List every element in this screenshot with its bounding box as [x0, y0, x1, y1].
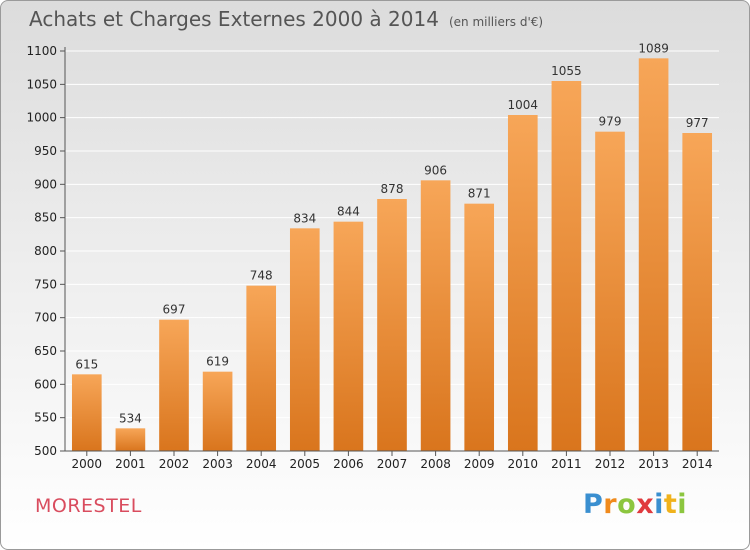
- x-tick-label-2008: 2008: [420, 457, 451, 471]
- logo-letter: P: [583, 489, 604, 520]
- y-tick-label: 650: [34, 344, 57, 358]
- value-label-2013: 1089: [638, 41, 669, 55]
- value-label-2003: 619: [206, 355, 229, 369]
- bar-2012: [595, 131, 625, 451]
- bar-2002: [159, 319, 189, 451]
- bar-2006: [333, 221, 364, 451]
- value-label-2006: 844: [337, 205, 360, 219]
- value-label-2008: 906: [424, 163, 447, 177]
- y-tick-label: 900: [34, 177, 57, 191]
- value-label-2005: 834: [293, 211, 316, 225]
- y-tick-label: 550: [34, 411, 57, 425]
- y-tick-label: 950: [34, 144, 57, 158]
- x-tick-label-2003: 2003: [202, 457, 233, 471]
- value-label-2000: 615: [75, 357, 98, 371]
- logo-letter: i: [654, 489, 664, 520]
- axes: [60, 47, 719, 456]
- x-tick-label-2001: 2001: [115, 457, 146, 471]
- y-tick-label: 1100: [26, 44, 57, 58]
- x-tick-label-2011: 2011: [551, 457, 582, 471]
- bar-2011: [551, 81, 582, 451]
- bars: [71, 58, 713, 452]
- chart-subtitle: (en milliers d'€): [448, 15, 544, 29]
- x-tick-label-2010: 2010: [508, 457, 539, 471]
- y-tick-label: 500: [34, 444, 57, 458]
- x-tick-label-2009: 2009: [464, 457, 495, 471]
- bar-2003: [202, 371, 233, 451]
- value-label-2011: 1055: [551, 64, 582, 78]
- value-label-2012: 979: [599, 115, 622, 129]
- bar-2009: [464, 203, 495, 451]
- value-label-2007: 878: [381, 182, 404, 196]
- x-tick-label-2000: 2000: [72, 457, 103, 471]
- bar-2013: [638, 58, 669, 451]
- chart-title: Achats et Charges Externes 2000 à 2014: [29, 7, 439, 31]
- logo-letter: r: [603, 489, 618, 520]
- value-label-2014: 977: [686, 116, 709, 130]
- value-label-2002: 697: [163, 303, 186, 317]
- x-tick-label-2002: 2002: [159, 457, 190, 471]
- y-tick-label: 700: [34, 311, 57, 325]
- bar-2014: [682, 133, 713, 451]
- value-label-2010: 1004: [508, 98, 539, 112]
- value-label-2004: 748: [250, 269, 273, 283]
- y-tick-label: 800: [34, 244, 57, 258]
- proxiti-logo: Proxiti: [583, 489, 687, 520]
- bar-2004: [246, 285, 277, 451]
- title-line: Achats et Charges Externes 2000 à 2014 (e…: [29, 7, 543, 31]
- x-tick-label-2013: 2013: [638, 457, 669, 471]
- labels: 500 550 600 650 700 750 800 850 900 950 1000 1050 11…: [26, 41, 712, 471]
- logo-letter: i: [677, 489, 688, 520]
- y-tick-label: 1000: [26, 111, 57, 125]
- x-tick-label-2005: 2005: [290, 457, 321, 471]
- y-tick-label: 600: [34, 377, 57, 391]
- x-tick-label-2004: 2004: [246, 457, 277, 471]
- x-tick-label-2014: 2014: [682, 457, 713, 471]
- value-label-2009: 871: [468, 187, 491, 201]
- value-label-2001: 534: [119, 411, 142, 425]
- x-tick-label-2007: 2007: [377, 457, 408, 471]
- logo-letter: o: [617, 489, 637, 520]
- x-tick-label-2012: 2012: [595, 457, 626, 471]
- bar-2008: [420, 180, 451, 452]
- bar-2000: [71, 374, 102, 451]
- y-tick-label: 750: [34, 277, 57, 291]
- bar-2005: [289, 228, 320, 451]
- logo-letter: x: [636, 489, 655, 520]
- commune-name: MORESTEL: [35, 495, 142, 517]
- bar-2010: [507, 115, 538, 451]
- logo-letter: t: [663, 489, 678, 520]
- x-tick-label-2006: 2006: [333, 457, 364, 471]
- y-tick-label: 1050: [26, 77, 57, 91]
- bar-2007: [377, 199, 407, 451]
- bar-2001: [115, 428, 146, 451]
- y-tick-label: 850: [34, 211, 57, 225]
